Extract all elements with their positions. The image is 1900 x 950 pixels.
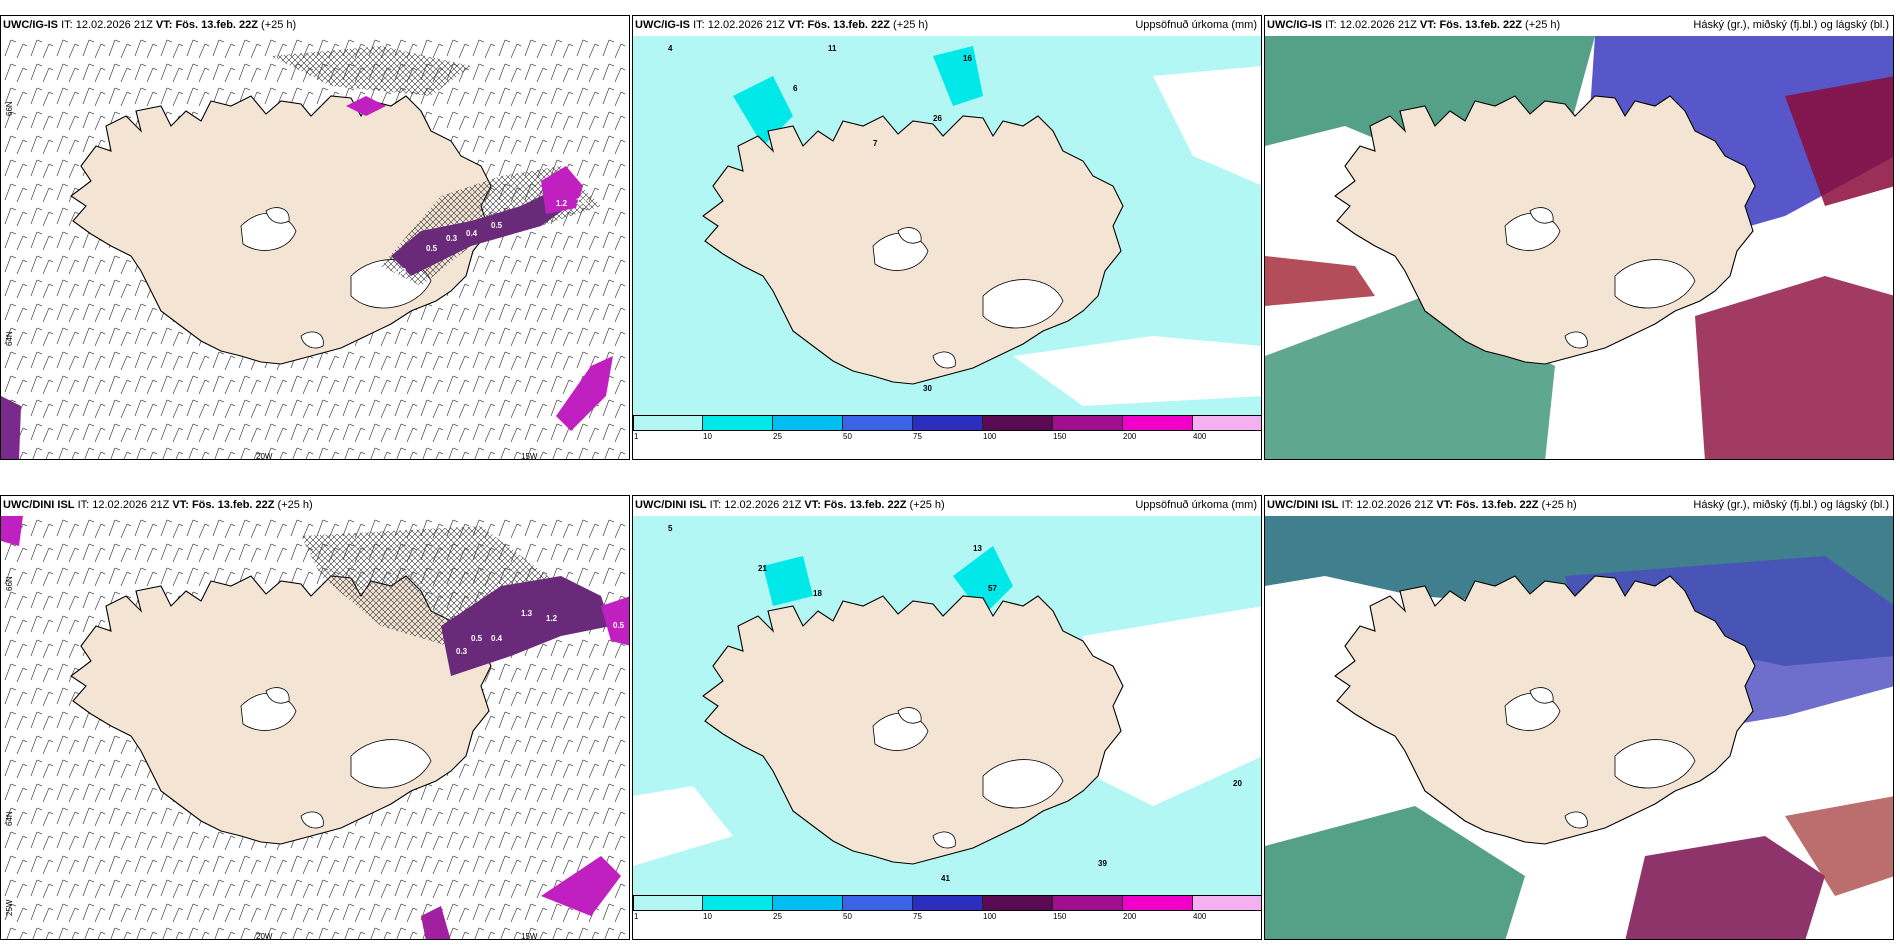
map-precip: 4 11 6 16 26 7 30 (633, 36, 1261, 416)
panel-precip-igis: UWC/IG-IS IT: 12.02.2026 21Z VT: Fös. 13… (632, 15, 1262, 460)
lon-label: 15W (521, 452, 538, 460)
snow-value: 0.5 (471, 634, 483, 643)
panel-header: UWC/IG-IS IT: 12.02.2026 21Z VT: Fös. 13… (635, 19, 929, 31)
panel-precip-dini: UWC/DINI ISL IT: 12.02.2026 21Z VT: Fös.… (632, 495, 1262, 940)
snow-value: 1.2 (546, 614, 558, 623)
snow-value: 0.5 (491, 221, 503, 230)
precip-value: 18 (813, 589, 822, 598)
lon-label: 20W (256, 452, 273, 460)
panel-snow-wind-dini: UWC/DINI ISL IT: 12.02.2026 21Z VT: Fös.… (0, 495, 630, 940)
lat-label: 66N (5, 101, 14, 116)
panel-clouds-dini: UWC/DINI ISL IT: 12.02.2026 21Z VT: Fös.… (1264, 495, 1894, 940)
precip-legend: 1 10 25 50 75 100 150 200 400 (633, 415, 1261, 441)
snow-value: 0.3 (456, 647, 468, 656)
precip-value: 5 (668, 524, 673, 533)
snow-value: 0.5 (613, 621, 625, 630)
panel-subtitle: Háský (gr.), miðský (fj.bl.) og lágský (… (1693, 19, 1889, 31)
lat-label: 64N (5, 811, 14, 826)
panel-header: UWC/DINI ISL IT: 12.02.2026 21Z VT: Fös.… (3, 499, 313, 511)
snow-value: 1.2 (576, 197, 588, 206)
precip-value: 39 (1098, 859, 1107, 868)
lon-label: 20W (256, 932, 273, 940)
map-snow-wind: 0.3 0.5 0.4 1.3 1.2 0.5 (1, 516, 629, 939)
lon-label: 25W (5, 899, 14, 916)
snow-value: 1.3 (521, 609, 533, 618)
precip-value: 16 (963, 54, 972, 63)
snow-value: 0.4 (466, 229, 478, 238)
panel-snow-wind-igis: UWC/IG-IS IT: 12.02.2026 21Z VT: Fös. 13… (0, 15, 630, 460)
precip-value: 11 (828, 44, 837, 53)
precip-value: 30 (923, 384, 932, 393)
panel-subtitle: Uppsöfnuð úrkoma (mm) (1135, 499, 1257, 511)
lon-label: 15W (521, 932, 538, 940)
precip-value: 20 (1233, 779, 1242, 788)
snow-value: 0.4 (491, 634, 503, 643)
precip-value: 41 (941, 874, 950, 883)
snow-value: 0.3 (395, 267, 407, 276)
precip-value: 6 (793, 84, 798, 93)
panel-subtitle: Uppsöfnuð úrkoma (mm) (1135, 19, 1257, 31)
map-clouds (1265, 516, 1893, 939)
panel-header: UWC/DINI ISL IT: 12.02.2026 21Z VT: Fös.… (635, 499, 945, 511)
snow-value: 0.5 (426, 244, 438, 253)
precip-value: 57 (988, 584, 997, 593)
precip-value: 21 (758, 564, 767, 573)
snow-value: 1.2 (556, 199, 568, 208)
precip-legend: 1 10 25 50 75 100 150 200 400 (633, 895, 1261, 921)
map-clouds (1265, 36, 1893, 459)
lat-label: 66N (5, 576, 14, 591)
map-precip: 5 21 18 13 57 20 39 41 (633, 516, 1261, 896)
precip-value: 13 (973, 544, 982, 553)
precip-value: 7 (873, 139, 878, 148)
panel-header: UWC/IG-IS IT: 12.02.2026 21Z VT: Fös. 13… (1267, 19, 1561, 31)
panel-header: UWC/DINI ISL IT: 12.02.2026 21Z VT: Fös.… (1267, 499, 1577, 511)
snow-value: 0.3 (446, 234, 458, 243)
panel-subtitle: Háský (gr.), miðský (fj.bl.) og lágský (… (1693, 499, 1889, 511)
map-snow-wind: 0.3 0.5 0.3 0.4 0.5 1.2 1.2 (1, 36, 629, 459)
panel-header: UWC/IG-IS IT: 12.02.2026 21Z VT: Fös. 13… (3, 19, 297, 31)
precip-value: 26 (933, 114, 942, 123)
panel-clouds-igis: UWC/IG-IS IT: 12.02.2026 21Z VT: Fös. 13… (1264, 15, 1894, 460)
lat-label: 64N (5, 331, 14, 346)
precip-value: 4 (668, 44, 673, 53)
